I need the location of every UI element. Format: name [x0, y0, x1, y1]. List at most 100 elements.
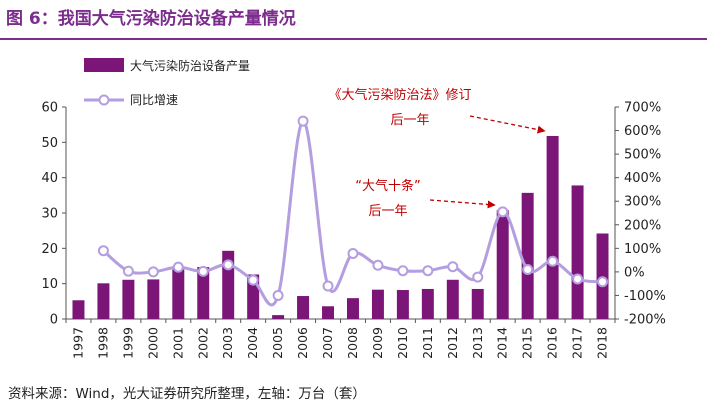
- bar-series: [72, 135, 609, 319]
- bar-2000: [147, 279, 160, 319]
- bar-2003: [222, 250, 235, 319]
- right-tick-label: -200%: [624, 313, 666, 328]
- growth-point-2001: [172, 261, 184, 273]
- bar-2018: [596, 233, 609, 319]
- legend-line-label: 同比增速: [130, 93, 178, 107]
- right-tick-label: 400%: [624, 171, 661, 186]
- x-tick-label: 1997: [70, 327, 85, 359]
- bar-2013: [471, 288, 484, 319]
- left-tick-label: 60: [41, 101, 58, 116]
- left-tick-label: 10: [41, 277, 58, 292]
- growth-point-2000: [147, 266, 159, 278]
- x-tick-label: 1998: [95, 327, 110, 359]
- bar-2016: [546, 135, 559, 319]
- right-tick-label: 0%: [624, 265, 645, 280]
- figure-title: 图 6：我国大气污染防治设备产量情况: [6, 9, 296, 29]
- bar-2001: [172, 269, 185, 319]
- x-tick-label: 2002: [195, 327, 210, 359]
- bar-2006: [297, 296, 310, 319]
- growth-point-2008: [347, 248, 359, 260]
- line-series: [97, 115, 609, 307]
- x-tick-label: 2003: [220, 327, 235, 359]
- right-tick-label: 600%: [624, 124, 661, 139]
- right-tick-label: 100%: [624, 242, 661, 257]
- bar-2002: [197, 267, 210, 319]
- annotation-ten-measures-line2: 后一年: [368, 204, 407, 219]
- legend: 大气污染防治设备产量 同比增速: [84, 58, 250, 107]
- x-tick-label: 2015: [520, 327, 535, 359]
- growth-point-2007: [322, 280, 334, 292]
- growth-point-2013: [472, 271, 484, 283]
- growth-point-2009: [372, 259, 384, 271]
- x-tick-label: 2008: [345, 327, 360, 359]
- growth-point-2011: [422, 265, 434, 277]
- growth-point-2006: [297, 115, 309, 127]
- left-tick-label: 30: [41, 207, 58, 222]
- x-tick-label: 2005: [270, 327, 285, 359]
- bar-2011: [421, 288, 434, 319]
- right-tick-label: 700%: [624, 101, 661, 116]
- x-tick-label: 2014: [495, 327, 510, 359]
- growth-point-1999: [122, 265, 134, 277]
- x-tick-label: 2010: [395, 327, 410, 359]
- left-tick-label: 50: [41, 136, 58, 151]
- x-tick-label: 2011: [420, 327, 435, 359]
- growth-point-2017: [572, 273, 584, 285]
- bar-2008: [346, 298, 359, 319]
- annotation-ten-measures-line1: “大气十条”: [355, 178, 420, 194]
- growth-point-2002: [197, 265, 209, 277]
- x-tick-label: 2000: [145, 327, 160, 359]
- growth-point-1998: [97, 245, 109, 257]
- bar-1997: [72, 300, 85, 319]
- bar-2012: [446, 279, 459, 319]
- legend-bar-swatch: [84, 58, 124, 72]
- annotation-law-revision-arrow: [469, 115, 546, 134]
- annotation-law-revision-line1: 《大气污染防治法》修订: [328, 87, 471, 103]
- annotation-ten-measures-arrow: [429, 199, 496, 209]
- bar-2004: [247, 274, 260, 319]
- x-tick-label: 2013: [470, 327, 485, 359]
- bar-2014: [496, 210, 509, 319]
- annotation-law-revision-line2: 后一年: [390, 113, 429, 128]
- left-tick-label: 0: [50, 313, 58, 328]
- chart-area: 大气污染防治设备产量 同比增速 0 10 20 30 40 50 60 -200% -100% 0…: [41, 58, 666, 359]
- x-tick-label: 2004: [245, 327, 260, 359]
- growth-point-2012: [447, 261, 459, 273]
- bar-1999: [122, 279, 135, 319]
- growth-point-2015: [522, 264, 534, 276]
- growth-rate-line: [102, 119, 603, 307]
- x-tick-label: 1999: [120, 327, 135, 359]
- x-tick-label: 2001: [170, 327, 185, 359]
- legend-line-marker: [98, 94, 110, 106]
- growth-point-2010: [397, 265, 409, 277]
- growth-point-2005: [272, 289, 284, 301]
- left-tick-label: 20: [41, 242, 58, 257]
- left-tick-label: 40: [41, 171, 58, 186]
- growth-point-2003: [222, 259, 234, 271]
- right-tick-label: -100%: [624, 289, 666, 304]
- right-tick-label: 300%: [624, 195, 661, 210]
- growth-point-2018: [597, 276, 609, 288]
- bar-2017: [571, 185, 584, 319]
- bar-2010: [396, 290, 409, 319]
- x-tick-label: 2016: [545, 327, 560, 359]
- bar-1998: [97, 283, 110, 319]
- legend-bar-label: 大气污染防治设备产量: [130, 58, 250, 73]
- source-note: 资料来源：Wind，光大证券研究所整理，左轴：万台（套）: [8, 386, 366, 402]
- growth-point-2004: [247, 274, 259, 286]
- bar-2015: [521, 192, 534, 319]
- bar-2009: [371, 289, 384, 319]
- bar-2007: [322, 306, 335, 319]
- x-tick-label: 2009: [370, 327, 385, 359]
- title-divider: [0, 38, 707, 40]
- x-tick-label: 2017: [570, 327, 585, 359]
- x-tick-label: 2012: [445, 327, 460, 359]
- x-tick-label: 2006: [295, 327, 310, 359]
- right-tick-label: 200%: [624, 218, 661, 233]
- growth-point-2016: [547, 255, 559, 267]
- right-tick-label: 500%: [624, 148, 661, 163]
- growth-point-2014: [497, 206, 509, 218]
- x-tick-label: 2018: [595, 327, 610, 359]
- x-tick-label: 2007: [320, 327, 335, 359]
